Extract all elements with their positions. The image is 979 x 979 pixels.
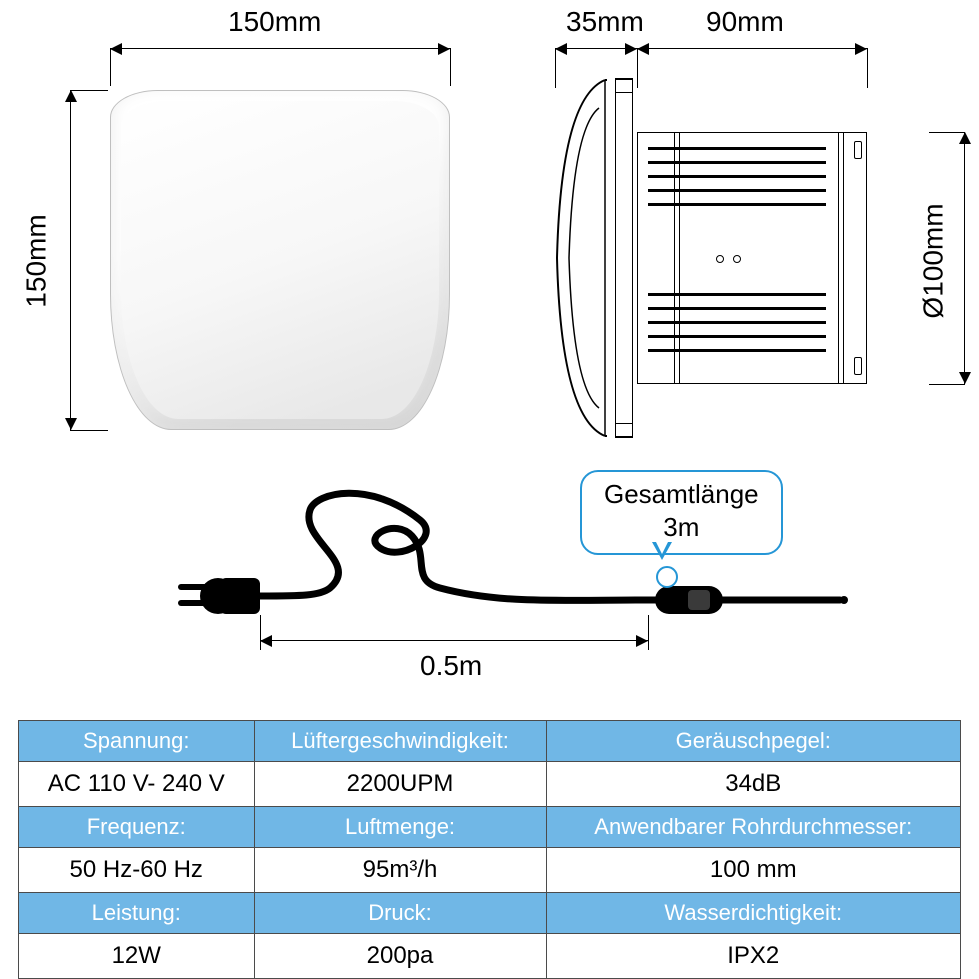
front-panel [110,90,450,430]
side-view [555,78,935,438]
front-width-tick-right [450,48,451,86]
plug-to-switch-label: 0.5m [420,650,482,682]
spec-value: 50 Hz-60 Hz [19,848,255,893]
front-height-dim-line [70,90,71,430]
callout-line2: 3m [604,511,759,544]
front-height-tick-top [70,90,108,91]
front-height-label: 150mm [21,214,53,307]
table-row: Leistung: Druck: Wasserdichtigkeit: [19,893,961,934]
spec-value: IPX2 [546,934,960,979]
table-row: 12W 200pa IPX2 [19,934,961,979]
diagram-stage: 150mm 150mm [0,0,979,964]
table-row: Frequenz: Luftmenge: Anwendbarer Rohrdur… [19,807,961,848]
side-dim-tick-2 [637,48,638,88]
spec-label: Wasserdichtigkeit: [546,893,960,934]
front-width-tick-left [110,48,111,86]
spec-label: Luftmenge: [254,807,546,848]
spec-label: Spannung: [19,721,255,762]
side-diameter-dim-line [964,132,965,384]
front-width-label: 150mm [228,6,321,38]
side-dim-tick-3 [867,48,868,88]
front-width-dim-line [110,48,450,49]
side-cover-depth-label: 35mm [566,6,644,38]
side-dia-tick-top [929,132,965,133]
side-body-depth-label: 90mm [706,6,784,38]
power-plug-icon [178,578,260,614]
side-dia-tick-bot [929,384,965,385]
spec-label: Geräuschpegel: [546,721,960,762]
side-dim-35-line [555,48,637,49]
side-diameter-label: Ø100mm [918,203,950,318]
side-flange [615,78,633,438]
dim-05-line [260,640,648,641]
callout-line1: Gesamtlänge [604,478,759,511]
spec-label: Frequenz: [19,807,255,848]
spec-value: 2200UPM [254,762,546,807]
side-vents-top [648,147,826,223]
spec-value: AC 110 V- 240 V [19,762,255,807]
spec-value: 95m³/h [254,848,546,893]
spec-table: Spannung: Lüftergeschwindigkeit: Geräusc… [18,720,961,979]
callout-tail-icon [652,542,672,560]
side-dim-90-line [637,48,867,49]
spec-value: 34dB [546,762,960,807]
spec-label: Lüftergeschwindigkeit: [254,721,546,762]
front-height-tick-bot [70,430,108,431]
spec-label: Druck: [254,893,546,934]
table-row: 50 Hz-60 Hz 95m³/h 100 mm [19,848,961,893]
side-screw-top [854,141,862,159]
spec-label: Anwendbarer Rohrdurchmesser: [546,807,960,848]
side-mid [638,229,866,289]
cable-area: Gesamtlänge 3m 0.5m [100,470,880,700]
table-row: Spannung: Lüftergeschwindigkeit: Geräusc… [19,721,961,762]
spec-value: 12W [19,934,255,979]
table-row: AC 110 V- 240 V 2200UPM 34dB [19,762,961,807]
cable-length-callout: Gesamtlänge 3m [580,470,783,555]
callout-target-circle [656,566,678,588]
spec-value: 100 mm [546,848,960,893]
spec-value: 200pa [254,934,546,979]
dim-05-tick-right [648,615,649,650]
side-vents-bot [648,293,826,369]
spec-label: Leistung: [19,893,255,934]
inline-switch-icon [655,586,723,614]
side-body [637,132,867,384]
side-cover [555,78,607,438]
side-screw-bot [854,357,862,375]
